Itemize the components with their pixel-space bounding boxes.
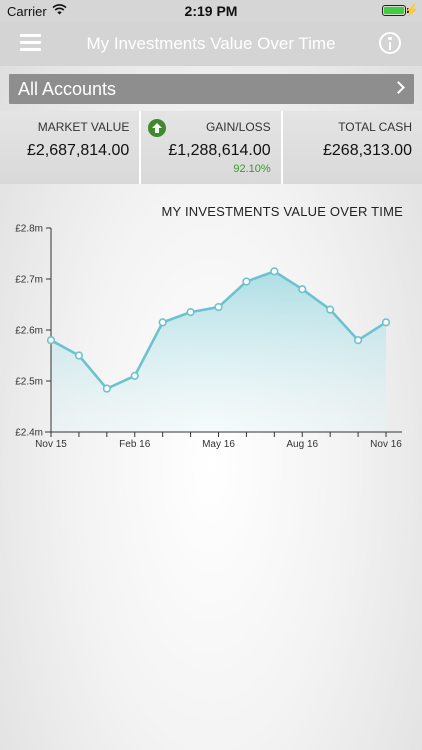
data-point [46, 336, 56, 345]
status-bar: Carrier 2:19 PM ⚡ [0, 0, 422, 22]
chart-title: MY INVESTMENTS VALUE OVER TIME [161, 204, 403, 219]
battery-tip [407, 8, 409, 13]
accounts-label: All Accounts [18, 79, 117, 99]
x-tick-label: Feb 16 [119, 439, 151, 450]
market-value-label: MARKET VALUE [37, 120, 130, 134]
total-cash-label: TOTAL CASH [338, 120, 412, 134]
arrow-up-icon [148, 119, 167, 137]
info-icon[interactable] [379, 32, 401, 54]
chevron-right-icon [392, 81, 405, 94]
market-value: £2,687,814.00 [27, 142, 130, 159]
gain-loss-percent: 92.10% [233, 163, 271, 175]
y-tick-label: £2.5m [15, 377, 43, 388]
data-point [326, 305, 335, 314]
gain-loss-label: GAIN/LOSS [205, 120, 271, 134]
data-point [214, 302, 223, 312]
total-cash-cell: TOTAL CASH £268,313.00 [282, 111, 422, 184]
data-point [242, 277, 251, 286]
y-tick-label: £2.6m [15, 326, 43, 337]
page-title: My Investments Value Over Time [86, 34, 336, 53]
x-tick-label: Nov 16 [370, 439, 402, 450]
data-point [381, 318, 391, 327]
data-point [102, 384, 111, 393]
data-point [353, 336, 363, 345]
hamburger-icon[interactable] [20, 34, 41, 52]
chart-area-fill [51, 271, 386, 432]
data-point [158, 318, 167, 327]
x-tick-label: Aug 16 [286, 439, 318, 450]
y-tick-label: £2.8m [15, 224, 43, 235]
data-point [130, 371, 139, 380]
data-point [74, 351, 84, 360]
x-tick-label: Nov 15 [35, 439, 67, 450]
clock-time: 2:19 PM [184, 3, 238, 19]
gain-loss-cell: GAIN/LOSS £1,288,614.00 92.10% [141, 111, 283, 184]
total-cash-value: £268,313.00 [323, 142, 412, 159]
nav-bar: My Investments Value Over Time [0, 22, 422, 66]
wifi-icon [52, 4, 67, 15]
gain-loss-value: £1,288,614.00 [168, 142, 271, 159]
investments-chart: £2.4m £2.5m £2.6m £2.7m £2.8m Nov 15 Feb 16 May… [15, 224, 402, 451]
y-tick-label: £2.7m [15, 275, 43, 286]
market-value-cell: MARKET VALUE £2,687,814.00 [0, 111, 142, 184]
carrier-label: Carrier [7, 4, 47, 19]
data-point [186, 308, 195, 317]
summary-panel: MARKET VALUE £2,687,814.00 GAIN/LOSS £1,… [0, 111, 422, 184]
all-accounts-button[interactable]: All Accounts [9, 74, 414, 104]
battery-icon [382, 5, 406, 16]
data-point [270, 267, 279, 276]
charging-icon: ⚡ [404, 3, 419, 17]
x-tick-label: May 16 [202, 439, 235, 450]
y-tick-label: £2.4m [15, 428, 43, 439]
data-point [298, 285, 307, 294]
